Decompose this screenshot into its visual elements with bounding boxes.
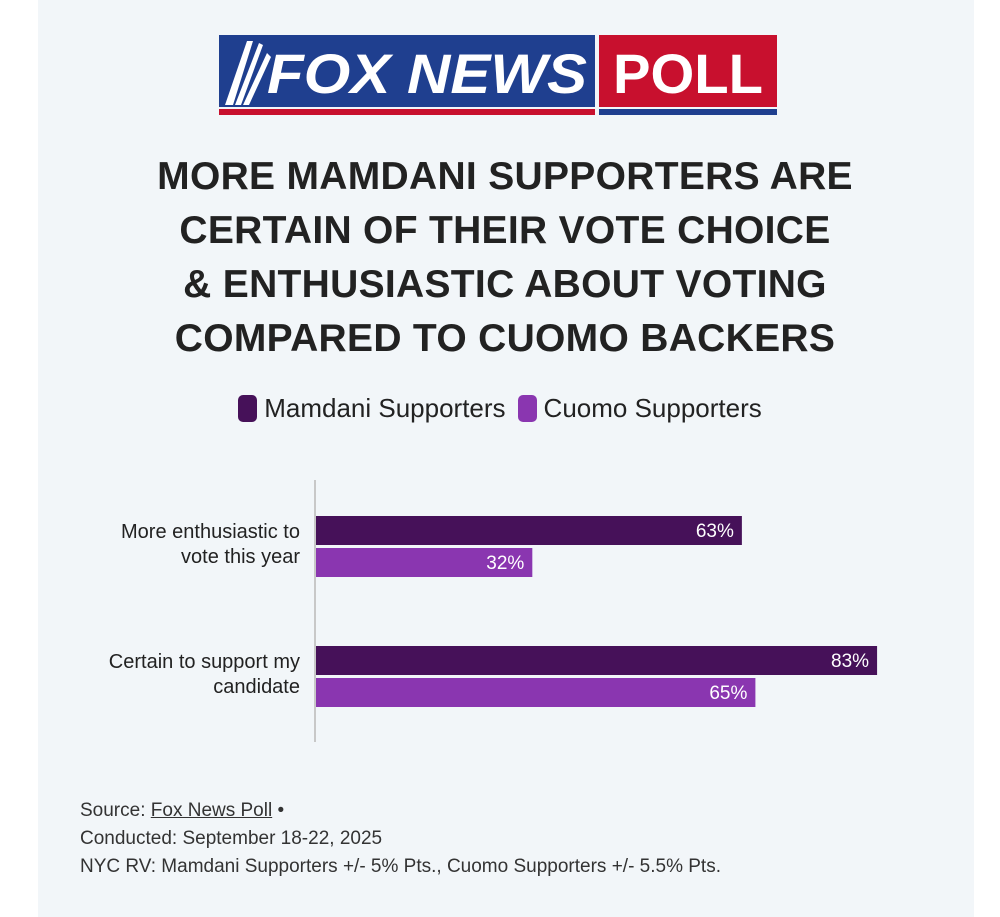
title-line: MORE MAMDANI SUPPORTERS ARE [157,155,853,198]
category-label: More enthusiastic to vote this year [121,521,300,568]
source-link[interactable]: Fox News Poll [150,800,273,821]
legend-swatch-cuomo [517,395,537,422]
bar-value-label: 32% [486,553,524,574]
legend-swatch-mamdani [238,395,258,422]
title-line: COMPARED TO CUOMO BACKERS [174,317,836,360]
conducted-line: Conducted: September 18-22, 2025 [80,828,383,849]
legend-label-mamdani: Mamdani Supporters [264,393,506,423]
searchlight-icon [225,41,271,105]
chart-card [38,0,974,917]
legend-item-cuomo: Cuomo Supporters [517,393,762,424]
bar-cuomo [316,678,756,707]
chart-title: MORE MAMDANI SUPPORTERS ARE CERTAIN OF T… [100,150,910,366]
bar-mamdani [316,516,742,545]
category-label: Certain to support my candidate [109,651,300,698]
logo-poll-text: POLL [613,42,763,105]
legend-label-cuomo: Cuomo Supporters [543,393,762,423]
source-line: Source: Fox News Poll • [80,797,940,825]
margin-of-error-line: NYC RV: Mamdani Supporters +/- 5% Pts., … [80,856,721,877]
source-prefix: Source: [80,800,151,821]
logo-blue-panel [219,35,595,107]
bar-value-label: 65% [709,683,747,704]
logo-red-underline [219,109,595,115]
bar-mamdani [316,646,878,675]
bar-cuomo [316,548,533,577]
logo-fox-news-text: FOX NEWS [267,42,587,105]
fox-news-poll-logo: FOX NEWS POLL [219,35,777,117]
source-suffix: • [272,800,285,821]
chart-footer: Source: Fox News Poll • Conducted: Septe… [80,797,940,881]
chart-legend: Mamdani Supporters Cuomo Supporters [200,393,800,424]
bar-value-label: 83% [831,651,869,672]
logo-blue-underline [599,109,777,115]
legend-item-mamdani: Mamdani Supporters [238,393,506,424]
title-line: CERTAIN OF THEIR VOTE CHOICE [179,209,831,252]
title-line: & ENTHUSIASTIC ABOUT VOTING [183,263,827,306]
logo-red-panel [599,35,777,107]
bar-value-label: 63% [696,521,734,542]
